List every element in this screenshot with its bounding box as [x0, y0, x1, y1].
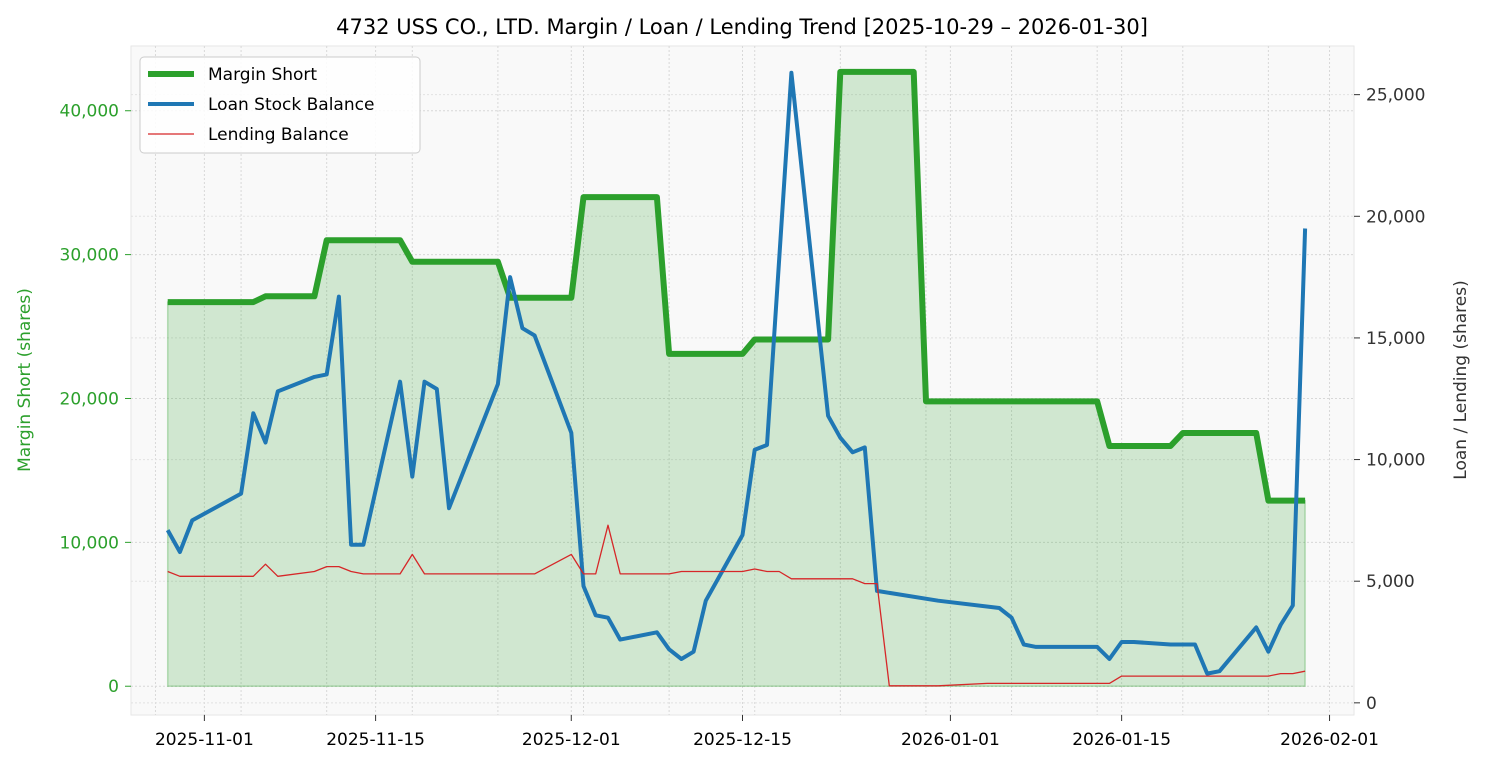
left-tick-label: 30,000	[60, 246, 119, 266]
left-axis: 0 10,000 20,000 30,000 40,000	[60, 102, 131, 697]
right-tick-label: 20,000	[1366, 207, 1425, 227]
right-tick-label: 25,000	[1366, 86, 1425, 106]
left-tick-label: 10,000	[60, 533, 119, 553]
right-axis: 0 5,000 10,000 15,000 20,000 25,000	[1354, 86, 1425, 714]
right-tick-label: 15,000	[1366, 329, 1425, 349]
x-tick-label: 2025-12-15	[693, 730, 792, 750]
right-tick-label: 5,000	[1366, 572, 1415, 592]
series-line-lending	[167, 524, 1306, 687]
left-tick-label: 40,000	[60, 102, 119, 122]
series-line-margin	[167, 68, 1306, 504]
x-tick-label: 2026-02-01	[1280, 730, 1379, 750]
left-tick-label: 0	[108, 677, 119, 697]
right-axis-label: Loan / Lending (shares)	[1451, 280, 1471, 479]
left-tick-label: 20,000	[60, 389, 119, 409]
grid	[131, 46, 1354, 715]
legend: Margin Short Loan Stock Balance Lending …	[139, 56, 421, 154]
x-tick-label: 2026-01-15	[1072, 730, 1171, 750]
x-tick-label: 2025-12-01	[522, 730, 621, 750]
series-line-loan	[165, 70, 1308, 676]
series-layer	[165, 68, 1308, 687]
x-tick-label: 2026-01-01	[901, 730, 1000, 750]
x-axis: 2025-11-01 2025-11-15 2025-12-01 2025-12-15…	[155, 715, 1379, 750]
legend-label-lending-balance: Lending Balance	[208, 125, 349, 145]
legend-box	[139, 56, 421, 154]
legend-label-margin-short: Margin Short	[208, 65, 317, 85]
legend-label-loan-stock-balance: Loan Stock Balance	[208, 95, 374, 115]
x-tick-label: 2025-11-01	[155, 730, 254, 750]
left-axis-label: Margin Short (shares)	[15, 288, 35, 472]
chart-title: 4732 USS CO., LTD. Margin / Loan / Lendi…	[336, 15, 1148, 39]
right-tick-label: 10,000	[1366, 451, 1425, 471]
right-tick-label: 0	[1366, 694, 1377, 714]
x-tick-label: 2025-11-15	[326, 730, 425, 750]
